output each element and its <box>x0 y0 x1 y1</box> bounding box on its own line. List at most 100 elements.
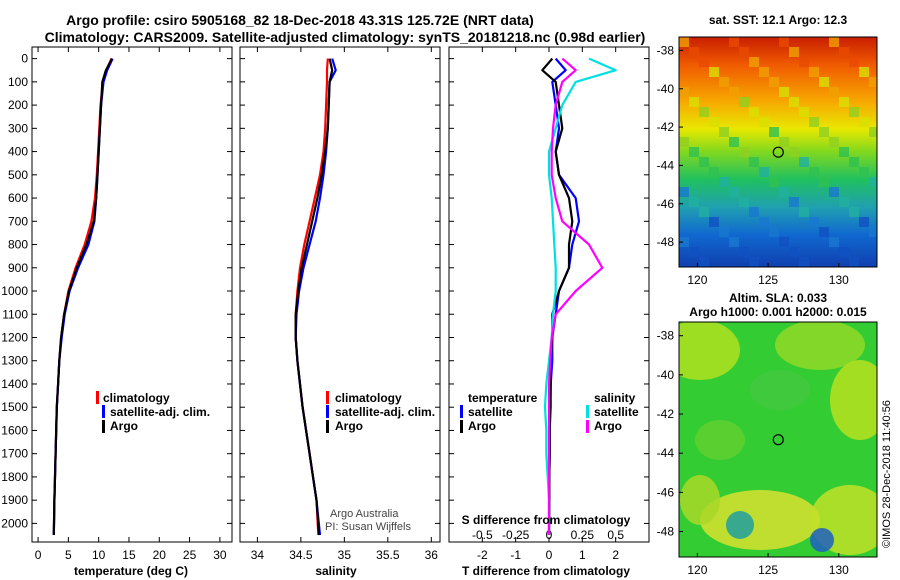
temperature-legend: climatology satellite-adj. clim. Argo <box>96 391 210 433</box>
credit-pi: PI: Susan Wijffels <box>325 521 411 533</box>
depth-axis-ticks: 0 100 200 300 400 500 600 700 800 900 1000 1100 1200… <box>1 52 649 530</box>
sla-lat-label: -48 <box>657 525 675 539</box>
sal-legend-swatch-climatology <box>326 391 329 404</box>
sst-cell <box>749 57 759 67</box>
sst-cell <box>839 47 849 57</box>
depth-tick-label: 1000 <box>1 284 28 298</box>
temp-x-tick-label: 5 <box>65 548 72 562</box>
sal-legend-label-climatology: climatology <box>335 391 402 405</box>
depth-tick-label: 500 <box>8 168 28 182</box>
title-line-2: Climatology: CARS2009. Satellite-adjuste… <box>45 29 646 45</box>
sst-cell <box>739 97 749 107</box>
sst-cell <box>729 37 739 47</box>
sst-lon-label: 130 <box>829 273 849 287</box>
sst-map-cells <box>679 37 877 267</box>
sla-blob <box>775 322 865 370</box>
sla-lon-label: 125 <box>758 563 778 577</box>
sst-cell <box>699 257 709 267</box>
sst-cell <box>799 107 809 117</box>
sst-cell <box>789 147 799 157</box>
diff-series-s-argo <box>547 57 604 535</box>
sst-lat-label: -44 <box>657 158 675 172</box>
sst-cell <box>689 197 699 207</box>
sla-lat-label: -40 <box>657 368 675 382</box>
temperature-axis-ticks: 0 5 10 15 20 25 30 <box>35 47 227 562</box>
legend-label-t-satellite: satellite <box>468 405 513 419</box>
legend-swatch-argo <box>102 420 105 433</box>
sal-series-satellite-adj-clim- <box>294 58 337 536</box>
sst-cell <box>789 97 799 107</box>
sst-argo-marker <box>772 146 784 158</box>
sal-series-argo <box>294 58 334 536</box>
sst-cell <box>799 157 809 167</box>
temp-x-tick-label: 25 <box>183 548 197 562</box>
sst-cell <box>679 187 689 197</box>
temp-x-tick-label: 30 <box>213 548 227 562</box>
title-line-1: Argo profile: csiro 5905168_82 18-Dec-20… <box>66 12 534 28</box>
sla-map-title-2: Argo h1000: 0.001 h2000: 0.015 <box>689 305 867 319</box>
legend-swatch-s-argo <box>586 420 589 433</box>
difference-x2-tick-label: -0.5 <box>472 528 493 542</box>
sst-cell <box>789 47 799 57</box>
sla-lat-label: -42 <box>657 407 675 421</box>
credit-argo-australia: Argo Australia <box>330 508 399 520</box>
diff-x-tick-label: 0 <box>546 548 553 562</box>
sla-blob <box>700 490 820 550</box>
sst-cell <box>709 117 719 127</box>
legend-label-argo: Argo <box>110 419 138 433</box>
depth-tick-label: 700 <box>8 214 28 228</box>
sst-cell <box>699 207 709 217</box>
sst-cell <box>769 227 779 237</box>
sla-argo-marker <box>772 434 784 446</box>
sst-cell <box>739 247 749 257</box>
sla-blob <box>680 475 720 525</box>
depth-tick-label: 100 <box>8 75 28 89</box>
sst-map-title: sat. SST: 12.1 Argo: 12.3 <box>709 13 848 27</box>
sal-x-tick-label: 35 <box>338 548 352 562</box>
sla-lat-label: -44 <box>657 446 675 460</box>
sst-cell <box>759 167 769 177</box>
sst-cell <box>679 137 689 147</box>
depth-tick-label: 1700 <box>1 447 28 461</box>
depth-tick-label: 1300 <box>1 354 28 368</box>
sst-cell <box>689 97 699 107</box>
sst-cell <box>819 227 829 237</box>
sst-cell <box>769 77 779 87</box>
sst-cell <box>719 227 729 237</box>
sst-cell <box>859 67 869 77</box>
sst-lon-label: 120 <box>687 273 707 287</box>
sal-x-tick-label: 34 <box>251 548 265 562</box>
depth-tick-label: 800 <box>8 238 28 252</box>
sst-cell <box>719 127 729 137</box>
sst-lat-label: -40 <box>657 82 675 96</box>
sst-cell <box>689 47 699 57</box>
legend-label-climatology: climatology <box>103 391 170 405</box>
sst-cell <box>799 257 809 267</box>
depth-tick-label: 400 <box>8 145 28 159</box>
sst-cell <box>869 227 877 237</box>
salinity-axis-ticks: 34 34.5 35 35.5 36 <box>251 47 438 562</box>
diff-x-tick-label: -1 <box>510 548 521 562</box>
sal-legend-label-argo: Argo <box>335 419 363 433</box>
diff-x-tick-label: 2 <box>612 548 619 562</box>
legend-label-satellite: satellite-adj. clim. <box>110 405 210 419</box>
sst-cell <box>859 167 869 177</box>
sst-cell <box>829 87 839 97</box>
sst-cell <box>869 177 877 187</box>
sst-cell <box>849 107 859 117</box>
sst-cell <box>699 57 709 67</box>
sst-cell <box>799 57 809 67</box>
sst-cell <box>699 157 709 167</box>
sla-map-blobs <box>679 322 877 555</box>
legend-label-s-satellite: satellite <box>594 405 639 419</box>
sst-cell <box>739 47 749 57</box>
sst-cell <box>789 197 799 207</box>
temp-x-tick-label: 10 <box>92 548 106 562</box>
sst-lat-label: -42 <box>657 120 675 134</box>
sla-lon-label: 130 <box>829 563 849 577</box>
sla-blob <box>830 360 877 440</box>
sst-cell <box>729 237 739 247</box>
salinity-x-label: salinity <box>315 564 357 578</box>
diff-x-tick-label: 1 <box>579 548 586 562</box>
